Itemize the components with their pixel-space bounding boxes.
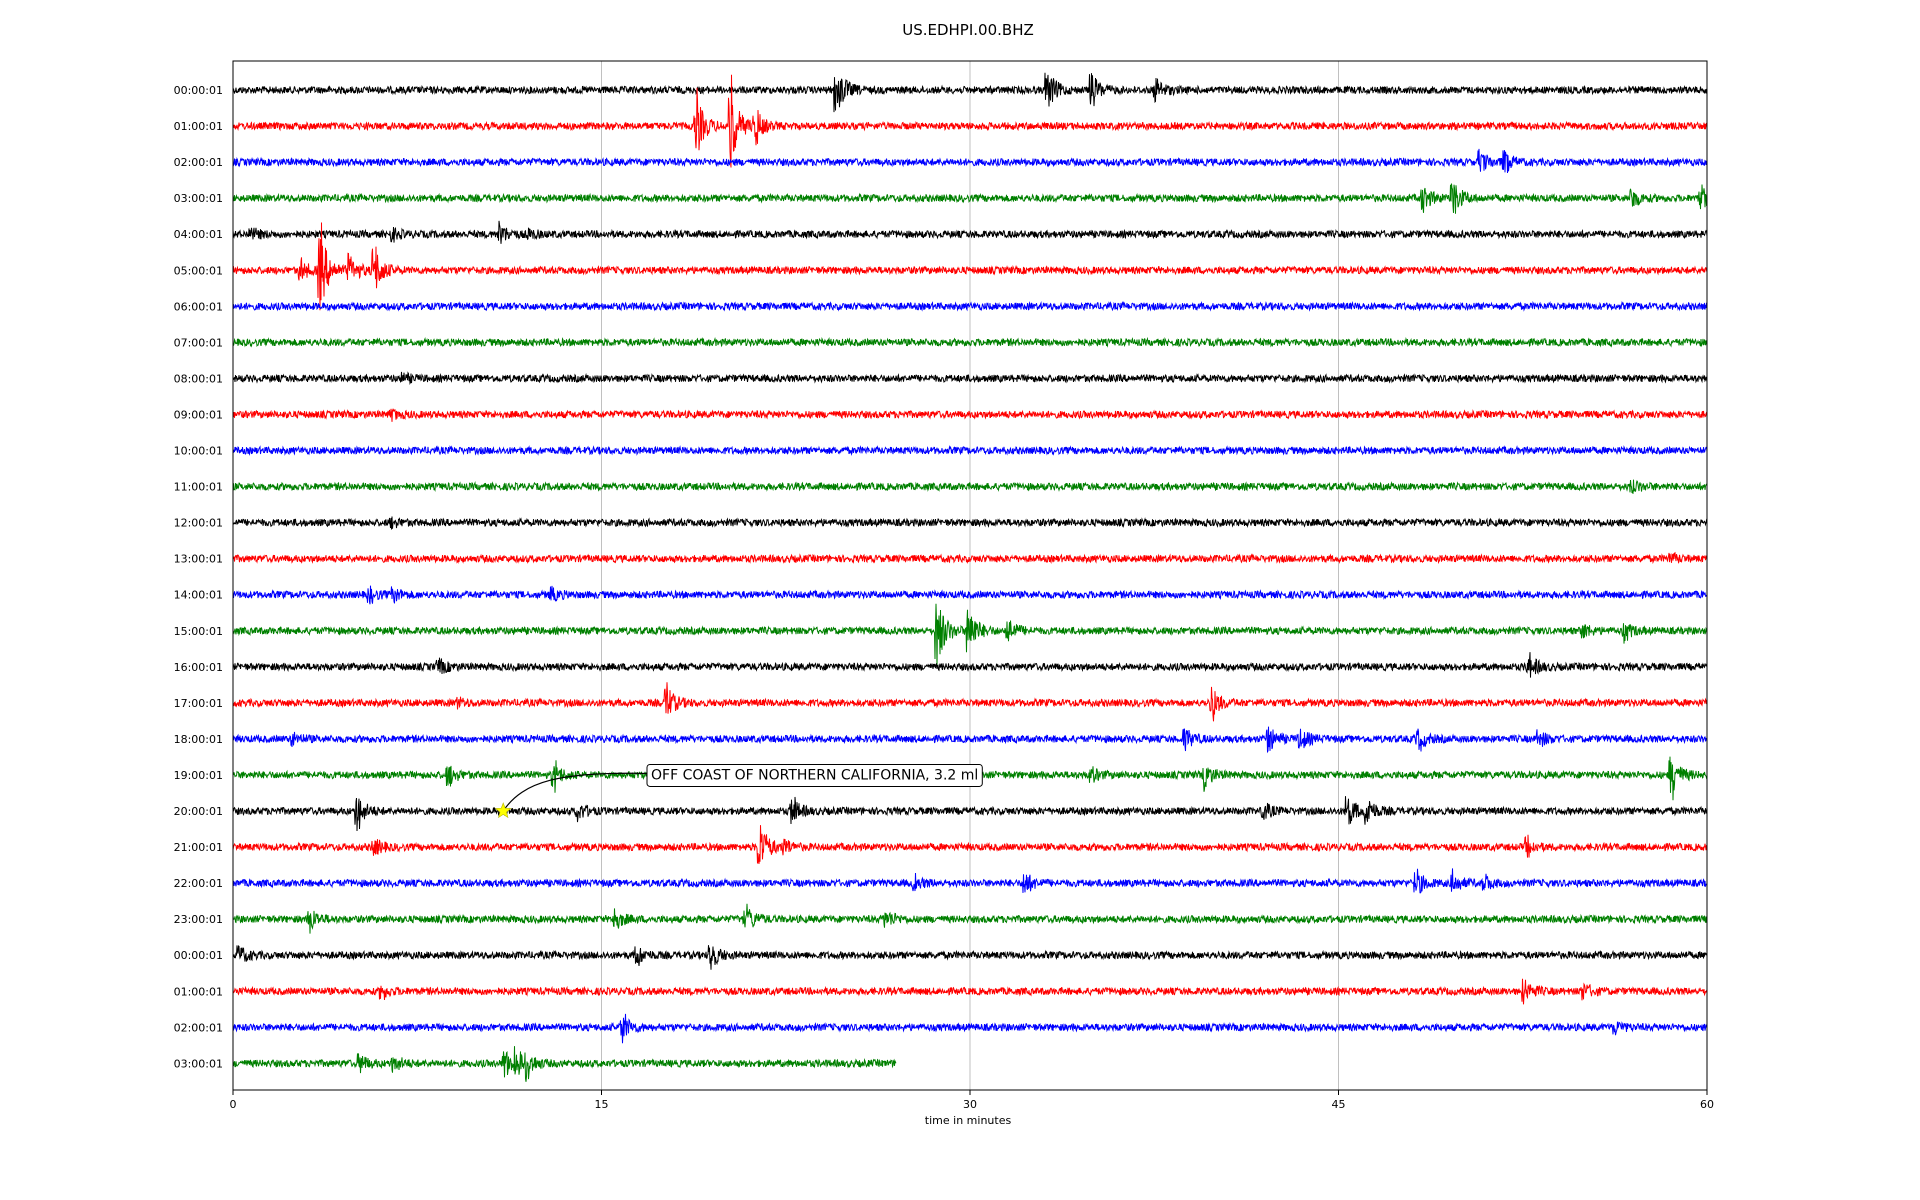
trace-row-16	[232, 652, 1708, 678]
trace-row-7	[232, 336, 1708, 348]
x-tick-label-3: 45	[1332, 1098, 1346, 1111]
row-label-13: 13:00:01	[174, 553, 223, 566]
row-label-10: 10:00:01	[174, 445, 223, 458]
row-label-8: 08:00:01	[174, 372, 223, 385]
trace-row-0	[232, 72, 1708, 113]
x-axis-label: time in minutes	[925, 1114, 1012, 1127]
trace-row-17	[232, 682, 1708, 722]
row-label-5: 05:00:01	[174, 264, 223, 277]
trace-row-15	[232, 603, 1708, 669]
x-tick-label-0: 0	[230, 1098, 237, 1111]
row-label-27: 03:00:01	[174, 1057, 223, 1070]
trace-row-3	[232, 183, 1708, 214]
row-label-26: 02:00:01	[174, 1021, 223, 1034]
trace-row-22	[232, 868, 1708, 894]
trace-row-5	[232, 222, 1708, 311]
trace-row-21	[232, 825, 1708, 864]
row-label-14: 14:00:01	[174, 589, 223, 602]
row-label-17: 17:00:01	[174, 697, 223, 710]
row-label-19: 19:00:01	[174, 769, 223, 782]
row-label-3: 03:00:01	[174, 192, 223, 205]
row-label-11: 11:00:01	[174, 481, 223, 494]
trace-row-9	[232, 408, 1708, 422]
row-label-6: 06:00:01	[174, 300, 223, 313]
trace-row-4	[232, 220, 1708, 244]
x-axis-ticks: 0 15 30 45 60	[230, 1090, 1714, 1111]
annotation-text: OFF COAST OF NORTHERN CALIFORNIA, 3.2 ml	[651, 767, 978, 783]
chart-title: US.EDHPI.00.BHZ	[902, 21, 1034, 39]
row-label-12: 12:00:01	[174, 517, 223, 530]
seismic-traces	[232, 72, 1708, 1082]
trace-row-11	[232, 479, 1708, 494]
x-tick-label-2: 30	[963, 1098, 977, 1111]
row-label-21: 21:00:01	[174, 841, 223, 854]
row-label-7: 07:00:01	[174, 336, 223, 349]
annotation-arrow	[502, 772, 648, 812]
row-label-4: 04:00:01	[174, 228, 223, 241]
annotation-box	[646, 763, 983, 787]
row-labels: 00:00:01 01:00:01 02:00:01 03:00:01 04:00:01…	[174, 84, 223, 1070]
trace-row-23	[232, 903, 1708, 934]
row-label-16: 16:00:01	[174, 661, 223, 674]
trace-row-27	[232, 1046, 897, 1082]
x-tick-label-4: 60	[1700, 1098, 1714, 1111]
row-label-20: 20:00:01	[174, 805, 223, 818]
row-label-22: 22:00:01	[174, 877, 223, 890]
trace-row-10	[232, 444, 1708, 456]
trace-row-6	[232, 300, 1708, 312]
trace-row-8	[232, 371, 1708, 386]
trace-row-26	[232, 1013, 1708, 1044]
trace-row-13	[232, 551, 1708, 565]
row-label-18: 18:00:01	[174, 733, 223, 746]
trace-row-24	[232, 945, 1708, 970]
trace-row-20	[232, 796, 1708, 831]
event-star-icon	[494, 802, 512, 819]
row-label-15: 15:00:01	[174, 625, 223, 638]
x-tick-label-1: 15	[595, 1098, 609, 1111]
row-label-9: 09:00:01	[174, 408, 223, 421]
row-label-0: 00:00:01	[174, 84, 223, 97]
trace-row-2	[232, 148, 1708, 174]
trace-row-1	[232, 74, 1708, 168]
row-label-2: 02:00:01	[174, 156, 223, 169]
trace-row-18	[232, 726, 1708, 754]
event-annotation: OFF COAST OF NORTHERN CALIFORNIA, 3.2 ml	[494, 763, 983, 819]
row-label-23: 23:00:01	[174, 913, 223, 926]
row-label-25: 01:00:01	[174, 985, 223, 998]
trace-row-12	[232, 516, 1708, 530]
trace-row-25	[232, 978, 1708, 1005]
trace-row-14	[232, 585, 1708, 605]
row-label-1: 01:00:01	[174, 120, 223, 133]
row-label-24: 00:00:01	[174, 949, 223, 962]
